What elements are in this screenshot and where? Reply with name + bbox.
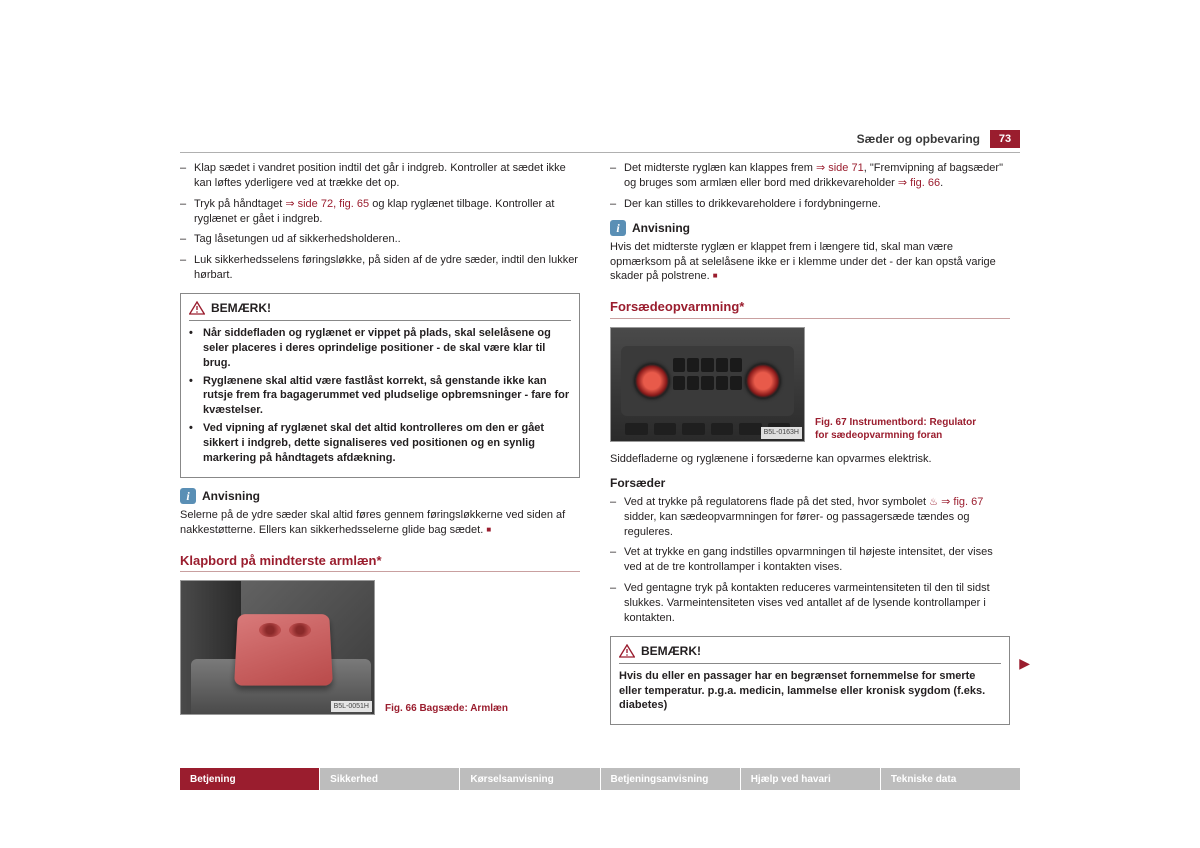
dash-bullet: – — [180, 161, 194, 191]
info-title: Anvisning — [632, 220, 690, 236]
info-heading: i Anvisning — [610, 220, 1010, 236]
left-column: – Klap sædet i vandret position indtil d… — [180, 161, 580, 725]
end-marker-icon: ■ — [486, 525, 491, 534]
info-icon: i — [180, 488, 196, 504]
tab-hjaelp[interactable]: Hjælp ved havari — [741, 768, 881, 790]
warning-body: Hvis du eller en passager har en begræns… — [619, 669, 1001, 714]
right-column: – Det midterste ryglæn kan klappes frem … — [610, 161, 1010, 725]
dash-bullet: – — [610, 495, 624, 540]
warning-triangle-icon — [619, 644, 635, 658]
figure-image-climate-panel: B5L-0163H — [610, 327, 805, 442]
info-heading: i Anvisning — [180, 488, 580, 504]
info-icon: i — [610, 220, 626, 236]
list-item: – Der kan stilles to drikkevareholdere i… — [610, 197, 1010, 212]
climate-dial-right — [746, 364, 780, 398]
dash-bullet: – — [180, 253, 194, 283]
warning-point: •Ryglænene skal altid være fastlåst korr… — [189, 374, 571, 419]
cross-ref-link[interactable]: ⇒ fig. 67 — [938, 496, 983, 508]
item-text: Tryk på håndtaget ⇒ side 72, fig. 65 og … — [194, 197, 580, 227]
item-text: Ved gentagne tryk på kontakten reduceres… — [624, 581, 1010, 626]
dash-bullet: – — [610, 161, 624, 191]
section-title: Sæder og opbevaring — [857, 132, 980, 146]
page-number: 73 — [990, 130, 1020, 148]
warning-title: BEMÆRK! — [211, 300, 271, 316]
warning-triangle-icon — [189, 301, 205, 315]
climate-dial-left — [635, 364, 669, 398]
cross-ref-link[interactable]: ⇒ side 71 — [816, 162, 864, 174]
figure-caption: Fig. 67 Instrumentbord: Regulator for sæ… — [815, 416, 985, 442]
item-text: Det midterste ryglæn kan klappes frem ⇒ … — [624, 161, 1010, 191]
figure-66: B5L-0051H Fig. 66 Bagsæde: Armlæn — [180, 580, 580, 715]
warning-box: BEMÆRK! •Når siddefladen og ryglænet er … — [180, 293, 580, 478]
figure-image-armrest: B5L-0051H — [180, 580, 375, 715]
tab-tekniske[interactable]: Tekniske data — [881, 768, 1020, 790]
page-content: Sæder og opbevaring 73 – Klap sædet i va… — [180, 130, 1020, 725]
list-item: – Tag låsetungen ud af sikkerhedsholdere… — [180, 232, 580, 247]
info-title: Anvisning — [202, 488, 260, 504]
info-body: Selerne på de ydre sæder skal altid føre… — [180, 508, 580, 538]
item-text: Klap sædet i vandret position indtil det… — [194, 161, 580, 191]
dash-bullet: – — [610, 545, 624, 575]
warning-title: BEMÆRK! — [641, 643, 701, 659]
section-rule — [180, 571, 580, 572]
item-text: Luk sikkerhedsselens føringsløkke, på si… — [194, 253, 580, 283]
item-text: Vet at trykke en gang indstilles opvarmn… — [624, 545, 1010, 575]
section-rule — [610, 318, 1010, 319]
tab-betjeningsanvisning[interactable]: Betjeningsanvisning — [601, 768, 741, 790]
figure-code: B5L-0051H — [331, 701, 372, 712]
figure-code: B5L-0163H — [761, 427, 802, 438]
cross-ref-link[interactable]: ⇒ side 72, fig. 65 — [285, 198, 369, 210]
page-header: Sæder og opbevaring 73 — [180, 130, 1020, 148]
end-marker-icon: ■ — [713, 271, 718, 280]
footer-tabs: Betjening Sikkerhed Kørselsanvisning Bet… — [180, 768, 1020, 790]
item-text: Der kan stilles to drikkevareholdere i f… — [624, 197, 881, 212]
tab-korsel[interactable]: Kørselsanvisning — [460, 768, 600, 790]
section-heading: Forsædeopvarmning* — [610, 298, 1010, 316]
list-item: – Luk sikkerhedsselens føringsløkke, på … — [180, 253, 580, 283]
item-text: Ved at trykke på regulatorens flade på d… — [624, 495, 1010, 540]
list-item: – Det midterste ryglæn kan klappes frem … — [610, 161, 1010, 191]
section-heading: Klapbord på mindterste armlæn* — [180, 552, 580, 570]
body-text: Siddefladerne og ryglænene i forsæderne … — [610, 452, 1010, 467]
warning-point: •Ved vipning af ryglænet skal det altid … — [189, 421, 571, 466]
dash-bullet: – — [180, 232, 194, 247]
item-text: Tag låsetungen ud af sikkerhedsholderen.… — [194, 232, 401, 247]
sub-heading: Forsæder — [610, 475, 1010, 491]
list-item: – Ved gentagne tryk på kontakten reducer… — [610, 581, 1010, 626]
dash-bullet: – — [180, 197, 194, 227]
warning-box: BEMÆRK! Hvis du eller en passager har en… — [610, 636, 1010, 726]
warning-header: BEMÆRK! — [619, 643, 1001, 664]
figure-67: B5L-0163H Fig. 67 Instrumentbord: Regula… — [610, 327, 1010, 442]
header-rule — [180, 152, 1020, 153]
continued-arrow-icon: ▶ — [1019, 654, 1030, 673]
two-column-layout: – Klap sædet i vandret position indtil d… — [180, 161, 1020, 725]
cross-ref-link[interactable]: ⇒ fig. 66 — [898, 177, 940, 189]
seat-heat-icon: ♨ — [929, 497, 938, 508]
list-item: – Tryk på håndtaget ⇒ side 72, fig. 65 o… — [180, 197, 580, 227]
warning-point: •Når siddefladen og ryglænet er vippet p… — [189, 326, 571, 371]
dash-bullet: – — [610, 581, 624, 626]
dash-bullet: – — [610, 197, 624, 212]
tab-sikkerhed[interactable]: Sikkerhed — [320, 768, 460, 790]
list-item: – Vet at trykke en gang indstilles opvar… — [610, 545, 1010, 575]
info-body: Hvis det midterste ryglæn er klappet fre… — [610, 240, 1010, 285]
warning-header: BEMÆRK! — [189, 300, 571, 321]
list-item: – Klap sædet i vandret position indtil d… — [180, 161, 580, 191]
tab-betjening[interactable]: Betjening — [180, 768, 320, 790]
list-item: – Ved at trykke på regulatorens flade på… — [610, 495, 1010, 540]
figure-caption: Fig. 66 Bagsæde: Armlæn — [385, 702, 508, 715]
